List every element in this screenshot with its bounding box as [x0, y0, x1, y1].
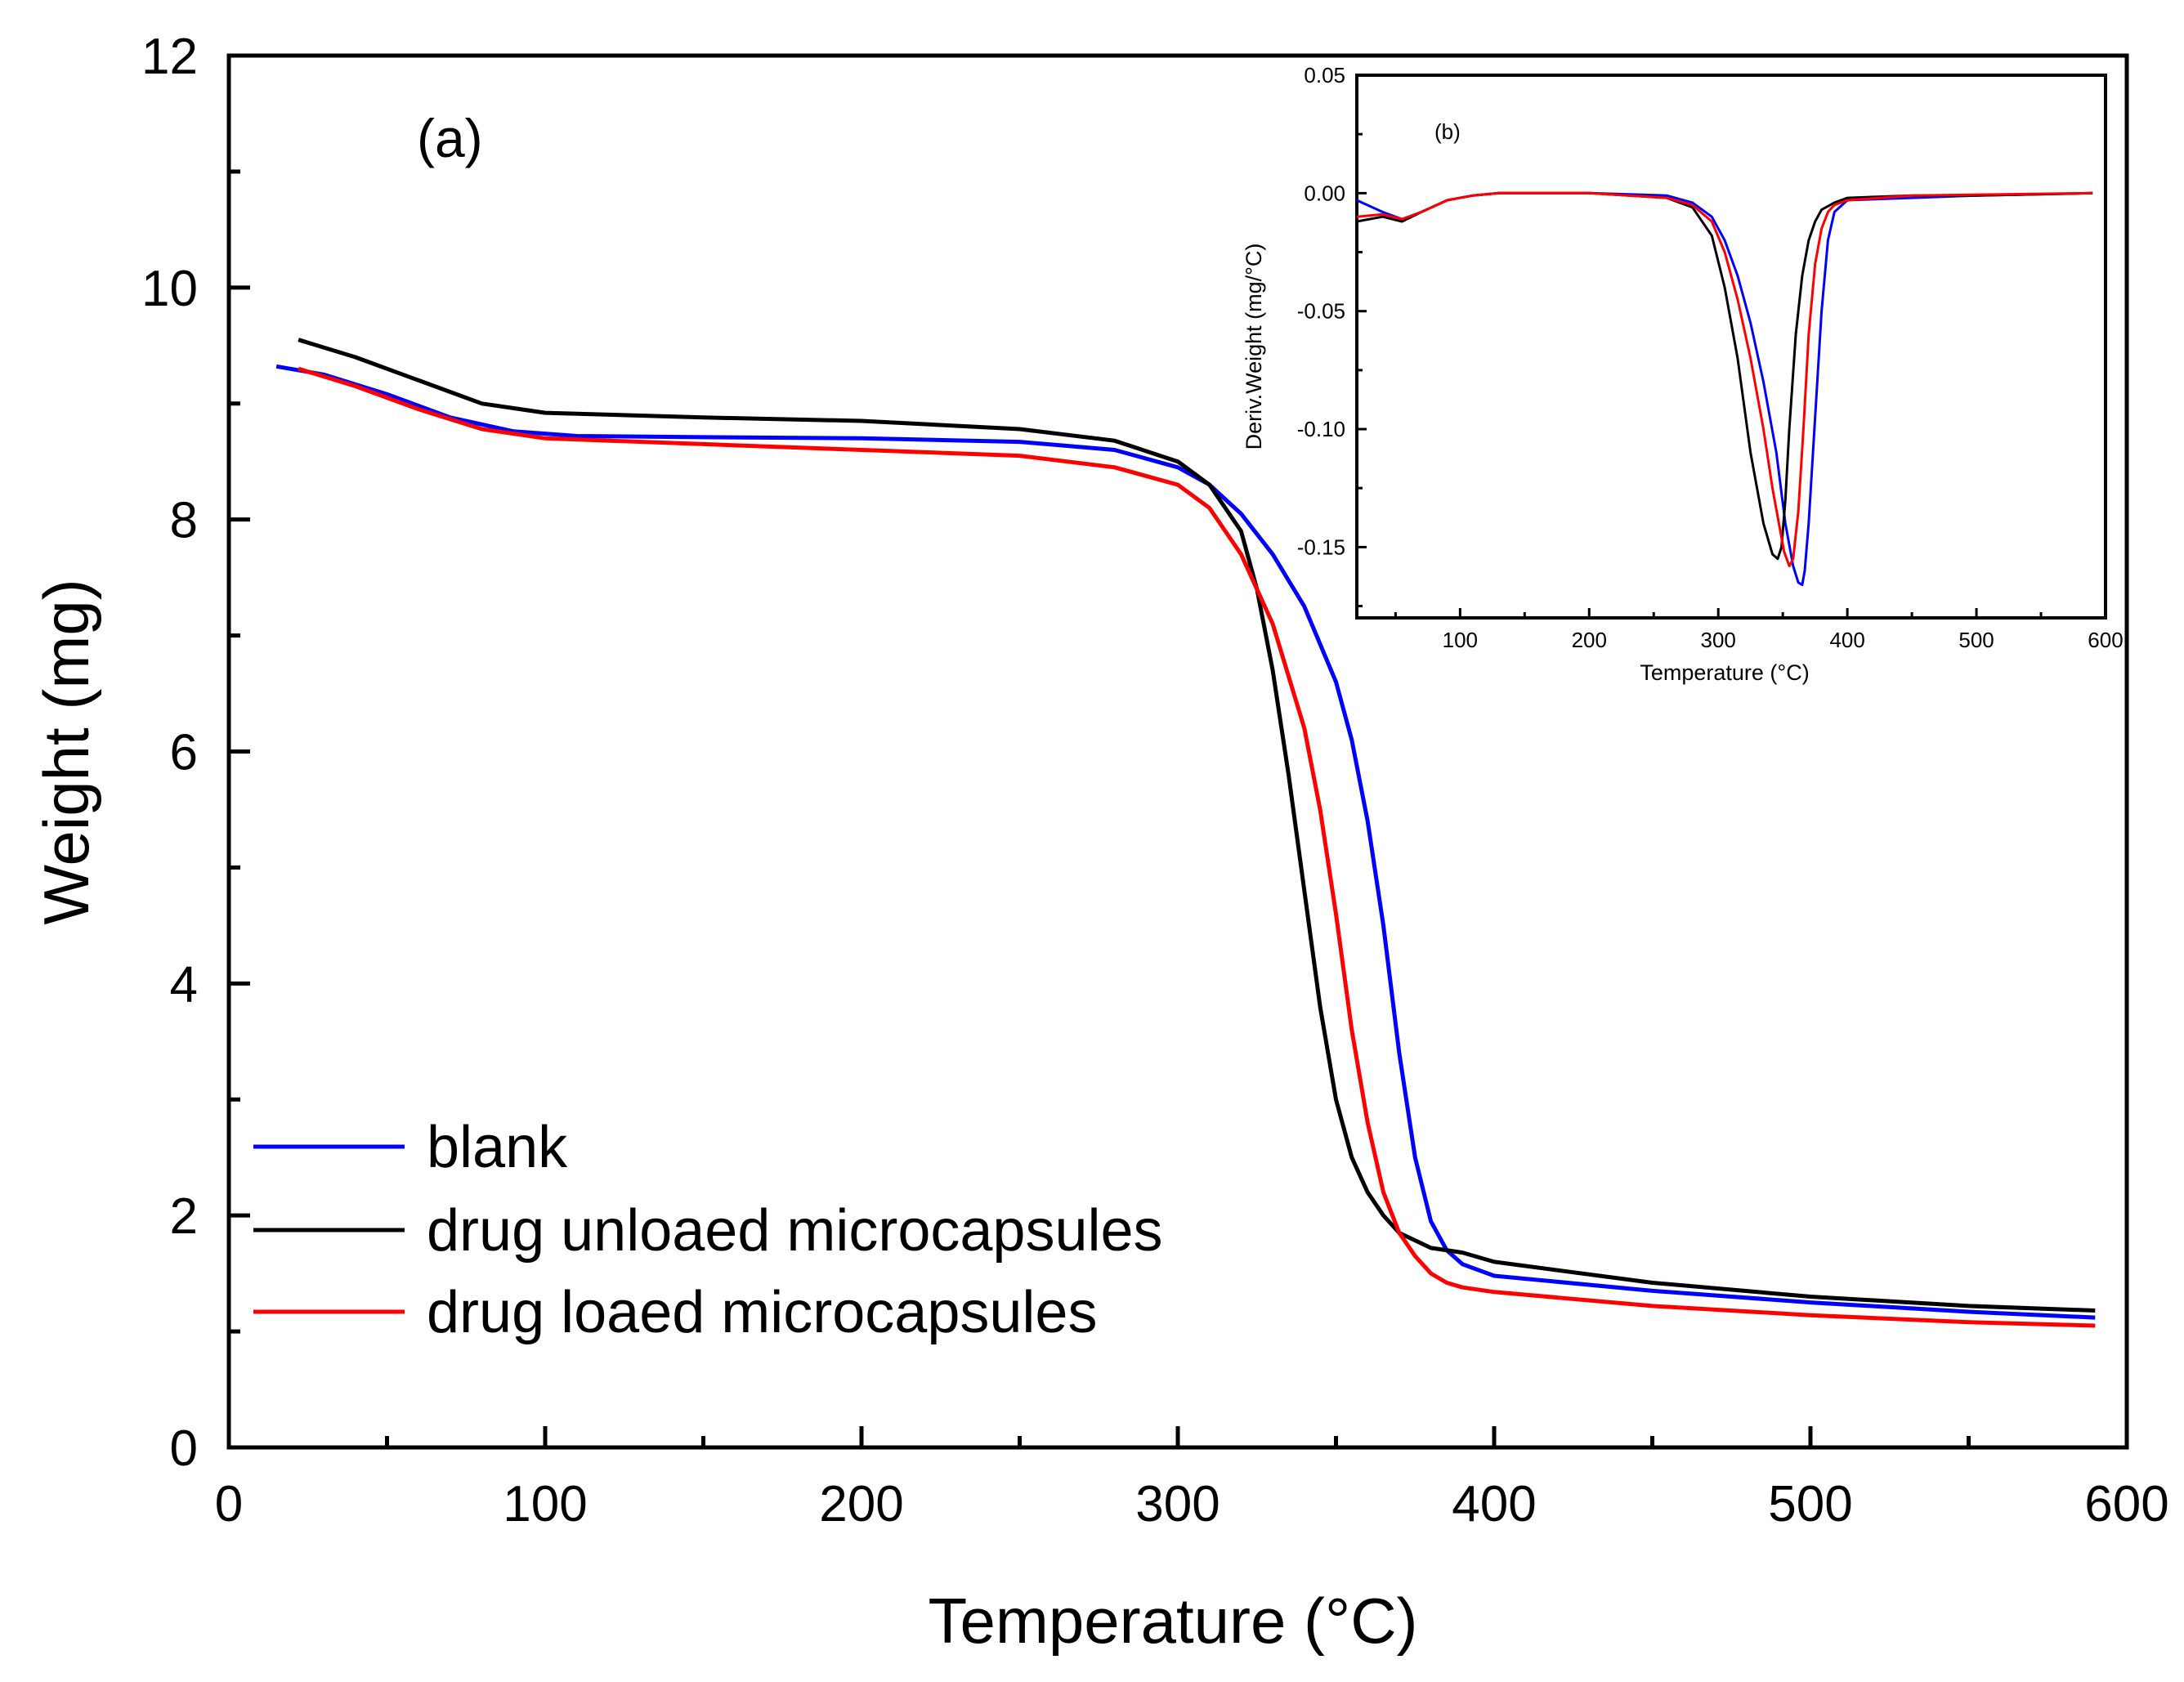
inset-plot: 100 200 300 400 500 600 0.05 0.00 -0.05 -0.10 -0.1… — [1242, 63, 2124, 685]
main-plot: 0 100 200 300 400 500 600 0 2 4 6 8 10 12 (a) Tempera… — [30, 29, 2169, 1657]
inset-series — [1356, 191, 2093, 587]
main-x-axis-label-text: Temperature — [928, 1585, 1286, 1657]
legend: blank drug unloaed microcapsules drug lo… — [253, 1115, 1163, 1345]
main-y-tick-label: 8 — [170, 493, 198, 549]
main-ticks: 0 100 200 300 400 500 600 0 2 4 6 8 10 12 — [141, 29, 2169, 1532]
legend-label-blank: blank — [427, 1115, 568, 1180]
main-y-tick-label: 2 — [170, 1188, 198, 1245]
main-y-tick-label: 12 — [141, 29, 198, 85]
main-x-axis-unit: (°C) — [1304, 1585, 1417, 1657]
main-x-tick-label: 500 — [1768, 1476, 1852, 1532]
main-series-blank — [275, 364, 2096, 1320]
main-x-tick-label: 600 — [2084, 1476, 2168, 1532]
main-series-drug-unloaed-microcapsules — [298, 338, 2096, 1313]
main-y-tick-label: 0 — [170, 1420, 198, 1477]
inset-y-tick-label: -0.15 — [1297, 535, 1345, 559]
main-series — [275, 338, 2096, 1328]
inset-x-tick-label: 100 — [1443, 628, 1478, 652]
inset-y-tick-label: -0.05 — [1297, 299, 1345, 324]
inset-y-tick-label: 0.05 — [1304, 63, 1345, 87]
inset-plot-frame — [1355, 74, 2107, 620]
main-series-drug-loaed-microcapsules — [298, 366, 2096, 1328]
main-x-tick-label: 100 — [503, 1476, 587, 1532]
inset-y-axis-label: Deriv.Weight (mg/°C) — [1242, 244, 1266, 450]
main-panel-label: (a) — [417, 108, 483, 168]
main-y-tick-label: 6 — [170, 725, 198, 781]
inset-x-axis-label-text: Temperature — [1640, 660, 1764, 685]
main-x-tick-label: 200 — [819, 1476, 903, 1532]
inset-x-axis-unit: (°C) — [1770, 660, 1809, 685]
inset-ticks: 100 200 300 400 500 600 0.05 0.00 -0.05 -0.10 -0.1… — [1297, 63, 2124, 652]
main-y-axis-label: Weight (mg) — [30, 579, 102, 924]
inset-x-tick-label: 400 — [1829, 628, 1864, 652]
main-x-tick-label: 300 — [1135, 1476, 1220, 1532]
legend-label-loaded: drug loaed microcapsules — [427, 1280, 1097, 1345]
inset-x-tick-label: 500 — [1958, 628, 1994, 652]
inset-y-tick-label: -0.10 — [1297, 417, 1345, 441]
main-y-tick-label: 4 — [170, 956, 198, 1013]
inset-series-drug-loaed-microcapsules — [1356, 191, 2093, 567]
legend-label-unloaded: drug unloaed microcapsules — [427, 1198, 1163, 1264]
inset-panel-label: (b) — [1434, 119, 1461, 144]
main-x-axis-label: Temperature (°C) — [928, 1585, 1417, 1657]
inset-x-tick-label: 300 — [1701, 628, 1736, 652]
inset-x-tick-label: 200 — [1572, 628, 1607, 652]
inset-y-tick-label: 0.00 — [1304, 181, 1345, 205]
main-y-tick-label: 10 — [141, 261, 198, 317]
inset-x-tick-label: 600 — [2088, 628, 2123, 652]
main-x-tick-label: 400 — [1452, 1476, 1536, 1532]
main-x-tick-label: 0 — [215, 1476, 243, 1532]
inset-x-axis-label: Temperature (°C) — [1640, 660, 1809, 685]
